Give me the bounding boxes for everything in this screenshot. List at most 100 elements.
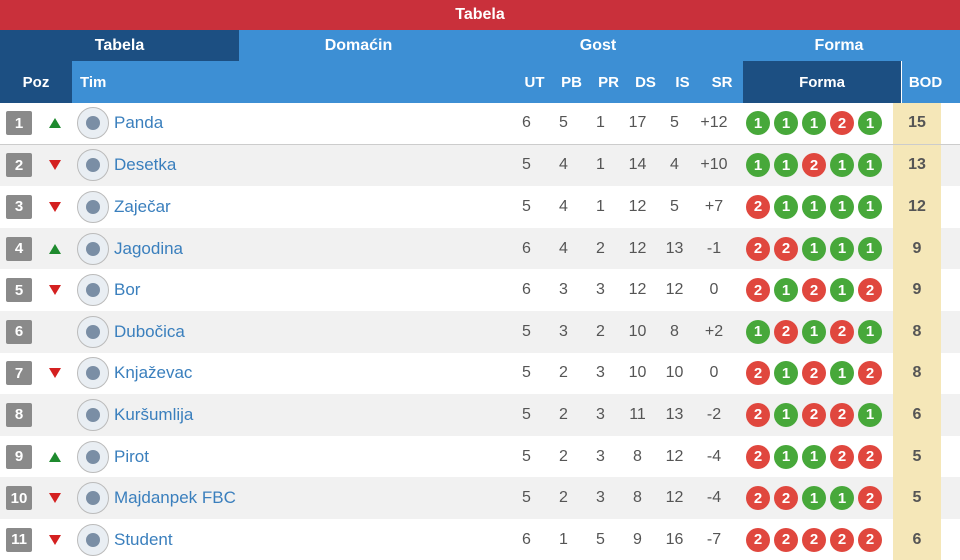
position-badge: 2: [6, 153, 32, 178]
team-logo-cell: [72, 436, 114, 478]
team-name-link[interactable]: Student: [114, 529, 173, 549]
col-poz[interactable]: Poz: [0, 61, 72, 103]
team-name-link[interactable]: Bor: [114, 280, 141, 300]
points: 5: [893, 477, 941, 519]
wins: 2: [559, 405, 568, 423]
position-cell: 11: [0, 519, 38, 560]
form-result: 1: [774, 402, 798, 427]
wins: 2: [559, 489, 568, 507]
col-tim[interactable]: Tim: [80, 73, 107, 91]
sets-won: 8: [633, 447, 642, 465]
trend-down-icon: [49, 368, 61, 379]
col-pr[interactable]: PR: [598, 73, 619, 91]
position-cell: 5: [0, 269, 38, 311]
col-ds[interactable]: DS: [635, 73, 656, 91]
team-name-link[interactable]: Dubočica: [114, 321, 185, 341]
form-result: 2: [830, 319, 854, 344]
team-name-link[interactable]: Knjaževac: [114, 363, 193, 383]
form-result: 2: [746, 527, 770, 552]
form-result: 1: [830, 486, 854, 511]
position-badge: 4: [6, 236, 32, 261]
trend-down-icon: [49, 285, 61, 296]
wins: 1: [559, 530, 568, 548]
team-name-link[interactable]: Desetka: [114, 155, 177, 175]
col-sr[interactable]: SR: [711, 73, 733, 91]
form-result: 2: [858, 278, 882, 303]
trend-cell: [38, 353, 72, 395]
team-name-link[interactable]: Jagodina: [114, 238, 184, 258]
set-difference: -4: [706, 489, 722, 507]
col-forma[interactable]: Forma: [743, 61, 901, 103]
col-bod[interactable]: BOD: [901, 61, 949, 103]
position-badge: 6: [6, 319, 32, 344]
tab-gost[interactable]: Gost: [579, 36, 617, 54]
trend-down-icon: [49, 201, 61, 212]
position-badge: 9: [6, 444, 32, 469]
form-result: 2: [802, 278, 826, 303]
team-logo-cell: [72, 186, 114, 228]
wins: 4: [559, 156, 568, 174]
trend-up-icon: [49, 243, 61, 254]
form-result: 2: [830, 402, 854, 427]
team-name-link[interactable]: Panda: [114, 113, 164, 133]
tab-tabela[interactable]: Tabela: [0, 30, 239, 61]
team-logo-cell: [72, 477, 114, 519]
games-played: 6: [522, 114, 531, 132]
points: 6: [893, 518, 941, 560]
team-logo-icon: [77, 357, 109, 390]
form-result: 2: [746, 486, 770, 511]
team-name-link[interactable]: Kuršumlija: [114, 404, 194, 424]
position-cell: 10: [0, 477, 38, 519]
losses: 1: [596, 156, 605, 174]
team-logo-icon: [77, 523, 109, 556]
form-result: 2: [774, 236, 798, 261]
form-result: 1: [858, 194, 882, 219]
losses: 2: [596, 239, 605, 257]
form-result: 2: [802, 527, 826, 552]
games-played: 5: [522, 447, 531, 465]
sets-lost: 10: [665, 364, 684, 382]
form-result: 2: [746, 402, 770, 427]
points: 5: [893, 435, 941, 478]
team-logo-cell: [72, 228, 114, 270]
set-difference: +10: [700, 156, 728, 174]
points: 8: [893, 310, 941, 353]
form-result: 2: [830, 444, 854, 469]
tab-forma[interactable]: Forma: [814, 36, 864, 54]
wins: 5: [559, 114, 568, 132]
form-result: 1: [774, 444, 798, 469]
team-name-link[interactable]: Majdanpek FBC: [114, 488, 236, 508]
team-name-link[interactable]: Zaječar: [114, 196, 171, 216]
games-played: 5: [522, 156, 531, 174]
form-result: 2: [746, 361, 770, 386]
wins: 4: [559, 197, 568, 215]
sets-won: 12: [628, 239, 647, 257]
table-title: Tabela: [455, 6, 505, 23]
set-difference: 0: [709, 364, 719, 382]
team-name-link[interactable]: Pirot: [114, 446, 149, 466]
form-result: 1: [830, 236, 854, 261]
sets-lost: 12: [665, 489, 684, 507]
col-ut[interactable]: UT: [524, 73, 545, 91]
col-pb[interactable]: PB: [561, 73, 582, 91]
games-played: 6: [522, 281, 531, 299]
form-result: 1: [858, 111, 882, 136]
position-badge: 8: [6, 402, 32, 427]
form-result: 1: [858, 319, 882, 344]
position-cell: 3: [0, 186, 38, 228]
col-is[interactable]: IS: [675, 73, 690, 91]
tab-domacin[interactable]: Domaćin: [324, 36, 393, 54]
